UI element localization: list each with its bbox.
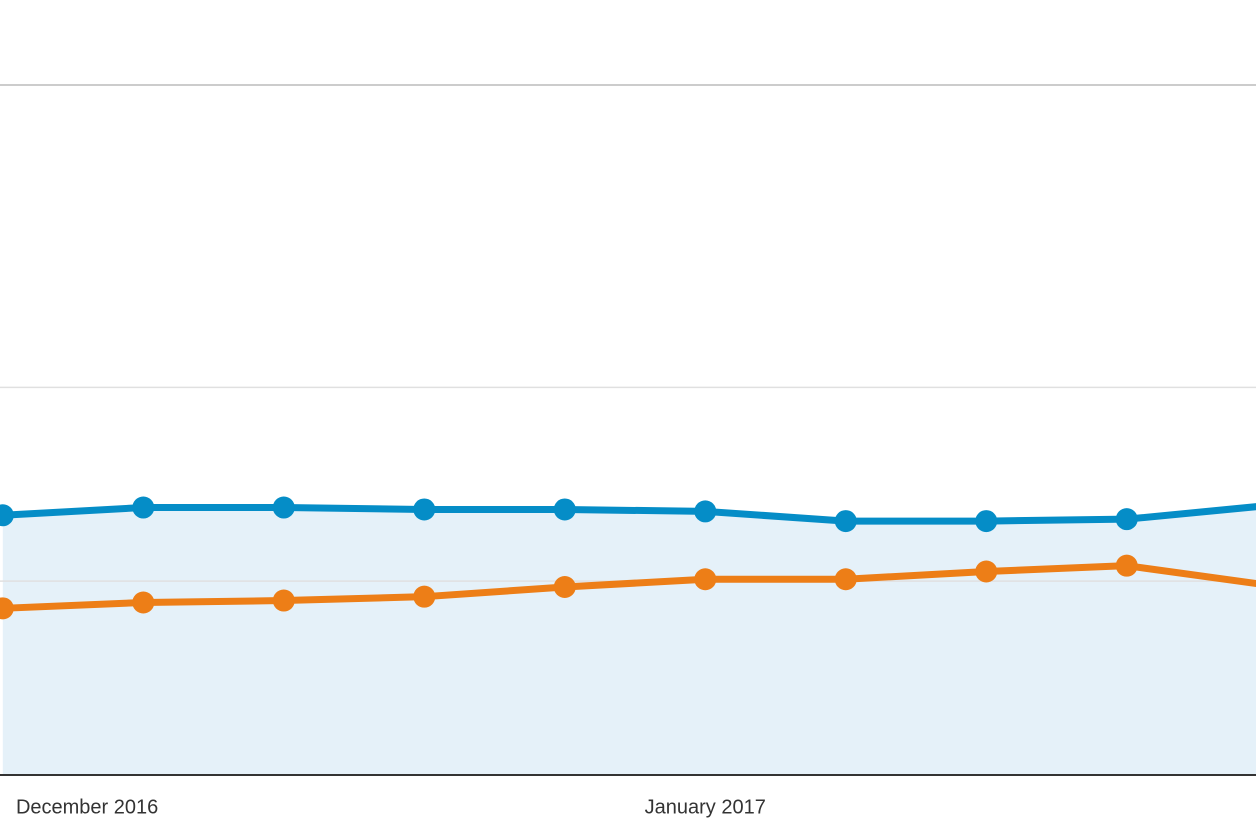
data-point [834,510,857,533]
data-point [0,504,14,527]
data-point [1115,508,1138,531]
data-point [553,575,576,598]
data-point [272,589,295,612]
data-point [975,560,998,583]
data-point [834,568,857,591]
data-point [132,496,155,519]
data-point [975,510,998,533]
series-line [2,562,1256,612]
data-point [272,496,295,519]
series-line [2,503,1256,525]
x-tick-label: January 2017 [645,796,766,818]
area [2,506,1256,775]
data-point [132,591,155,614]
data-point [413,585,436,608]
data-point [413,498,436,521]
data-point [1115,554,1138,577]
data-point [694,500,717,523]
x-tick-label: December 2016 [16,796,158,818]
data-point [694,568,717,591]
data-point [0,597,14,620]
data-point [553,498,576,521]
